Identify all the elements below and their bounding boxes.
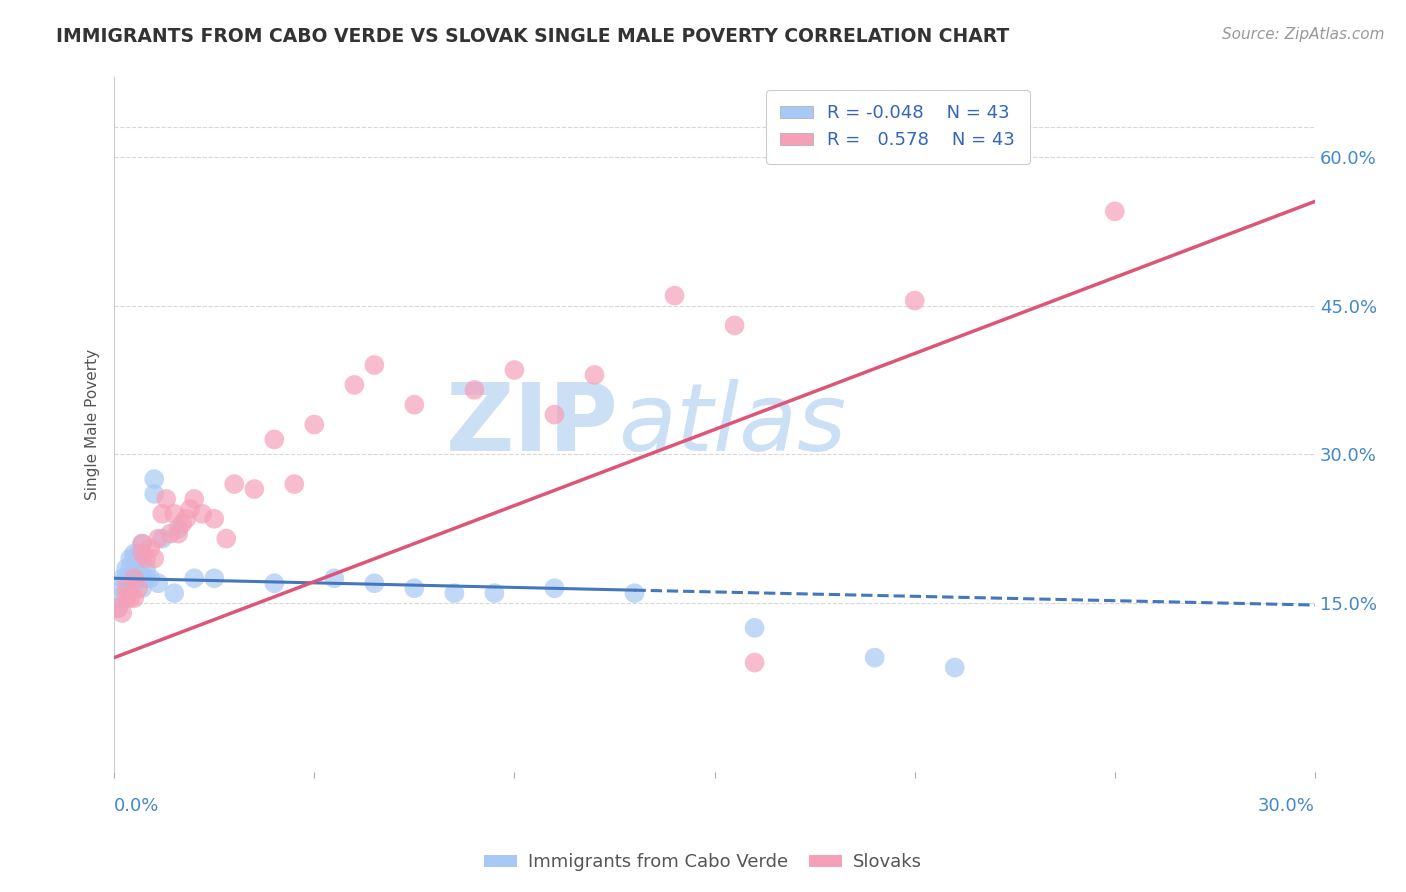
- Point: [122, 546, 145, 560]
- Point: [111, 606, 134, 620]
- Point: [122, 576, 145, 591]
- Point: [172, 516, 194, 531]
- Point: [503, 363, 526, 377]
- Point: [863, 650, 886, 665]
- Point: [943, 660, 966, 674]
- Point: [583, 368, 606, 382]
- Point: [159, 526, 181, 541]
- Point: [115, 586, 138, 600]
- Point: [148, 576, 170, 591]
- Point: [127, 551, 149, 566]
- Point: [183, 571, 205, 585]
- Point: [543, 581, 565, 595]
- Point: [122, 561, 145, 575]
- Point: [115, 581, 138, 595]
- Point: [120, 551, 142, 566]
- Point: [543, 408, 565, 422]
- Point: [363, 576, 385, 591]
- Point: [183, 491, 205, 506]
- Point: [139, 571, 162, 585]
- Point: [283, 477, 305, 491]
- Point: [120, 571, 142, 585]
- Point: [167, 526, 190, 541]
- Point: [127, 561, 149, 575]
- Point: [263, 433, 285, 447]
- Point: [363, 358, 385, 372]
- Point: [120, 561, 142, 575]
- Point: [404, 398, 426, 412]
- Point: [167, 522, 190, 536]
- Point: [664, 288, 686, 302]
- Point: [122, 571, 145, 585]
- Point: [143, 487, 166, 501]
- Text: 0.0%: 0.0%: [114, 797, 159, 814]
- Point: [143, 551, 166, 566]
- Point: [179, 501, 201, 516]
- Legend: Immigrants from Cabo Verde, Slovaks: Immigrants from Cabo Verde, Slovaks: [477, 847, 929, 879]
- Point: [131, 581, 153, 595]
- Legend: R = -0.048    N = 43, R =   0.578    N = 43: R = -0.048 N = 43, R = 0.578 N = 43: [766, 90, 1029, 164]
- Point: [135, 551, 157, 566]
- Point: [323, 571, 346, 585]
- Point: [135, 561, 157, 575]
- Point: [163, 586, 186, 600]
- Text: IMMIGRANTS FROM CABO VERDE VS SLOVAK SINGLE MALE POVERTY CORRELATION CHART: IMMIGRANTS FROM CABO VERDE VS SLOVAK SIN…: [56, 27, 1010, 45]
- Point: [904, 293, 927, 308]
- Point: [723, 318, 745, 333]
- Point: [463, 383, 485, 397]
- Point: [215, 532, 238, 546]
- Point: [224, 477, 246, 491]
- Point: [443, 586, 465, 600]
- Point: [131, 536, 153, 550]
- Point: [304, 417, 326, 432]
- Point: [148, 532, 170, 546]
- Point: [163, 507, 186, 521]
- Point: [131, 546, 153, 560]
- Point: [120, 591, 142, 606]
- Point: [122, 551, 145, 566]
- Point: [115, 561, 138, 575]
- Point: [127, 571, 149, 585]
- Point: [107, 601, 129, 615]
- Point: [484, 586, 506, 600]
- Point: [174, 512, 197, 526]
- Text: 30.0%: 30.0%: [1258, 797, 1315, 814]
- Point: [115, 591, 138, 606]
- Point: [122, 591, 145, 606]
- Point: [107, 601, 129, 615]
- Point: [131, 571, 153, 585]
- Point: [623, 586, 645, 600]
- Point: [127, 581, 149, 595]
- Point: [143, 472, 166, 486]
- Point: [202, 512, 225, 526]
- Point: [111, 581, 134, 595]
- Text: atlas: atlas: [619, 379, 846, 470]
- Point: [1104, 204, 1126, 219]
- Point: [243, 482, 266, 496]
- Point: [263, 576, 285, 591]
- Y-axis label: Single Male Poverty: Single Male Poverty: [86, 349, 100, 500]
- Point: [111, 571, 134, 585]
- Point: [744, 656, 766, 670]
- Point: [744, 621, 766, 635]
- Point: [150, 507, 173, 521]
- Point: [107, 591, 129, 606]
- Point: [135, 571, 157, 585]
- Point: [202, 571, 225, 585]
- Point: [155, 491, 177, 506]
- Text: Source: ZipAtlas.com: Source: ZipAtlas.com: [1222, 27, 1385, 42]
- Point: [150, 532, 173, 546]
- Point: [139, 541, 162, 556]
- Point: [343, 377, 366, 392]
- Point: [404, 581, 426, 595]
- Point: [127, 546, 149, 560]
- Point: [131, 536, 153, 550]
- Text: ZIP: ZIP: [446, 378, 619, 471]
- Point: [115, 571, 138, 585]
- Point: [191, 507, 214, 521]
